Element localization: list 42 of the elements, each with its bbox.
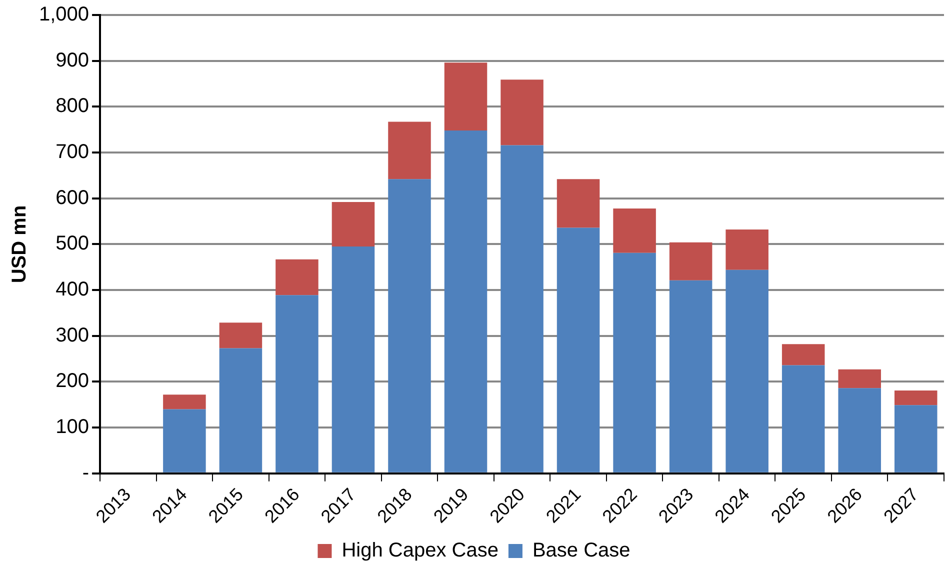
bar [726,230,768,270]
bar [444,130,488,472]
bar [556,228,600,472]
y-tick-label: 800 [56,95,90,118]
bar [163,409,206,472]
legend-label: Base Case [532,540,630,562]
bar [894,390,938,406]
y-tick-label: 1,000 [38,4,90,26]
y-tick-label: 500 [56,232,90,255]
bar [500,145,544,472]
y-tick-label: 300 [56,324,90,346]
y-tick-label: - [82,462,90,484]
bar [444,62,488,131]
bar [894,405,938,472]
bar [388,179,431,472]
bar [838,369,881,388]
y-axis-title: USD mn [8,205,31,284]
bar [276,259,318,296]
bar [669,280,712,472]
bar [838,388,881,472]
bar [613,252,656,472]
bar [613,208,656,253]
bar [219,348,262,472]
legend-label: High Capex Case [342,540,498,562]
bar [332,246,375,472]
bar [782,344,825,366]
bar [726,270,768,472]
bar [500,80,544,146]
bar [669,242,712,280]
bar [556,179,600,228]
y-tick-label: 200 [56,370,90,392]
y-tick-label: 900 [56,49,90,72]
y-tick-label: 600 [56,186,90,209]
bar [219,322,262,348]
bar [782,365,825,472]
bar [332,202,375,246]
bar [388,122,431,180]
bar [163,394,206,410]
y-tick-label: 700 [56,141,90,164]
y-tick-label: 100 [56,416,90,438]
y-tick-label: 400 [56,278,90,301]
bar [276,295,318,472]
